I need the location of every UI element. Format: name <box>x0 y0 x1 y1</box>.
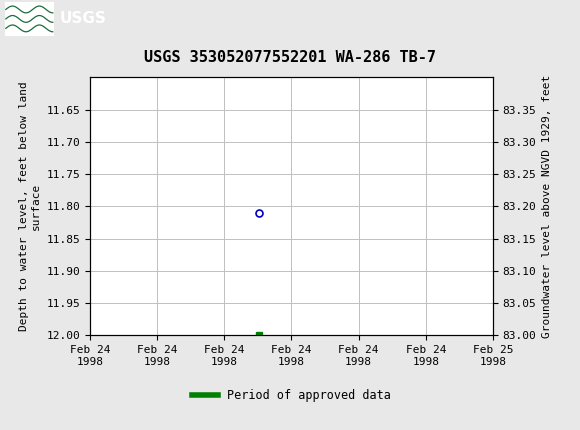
Text: USGS 353052077552201 WA-286 TB-7: USGS 353052077552201 WA-286 TB-7 <box>144 50 436 64</box>
Legend: Period of approved data: Period of approved data <box>187 384 396 407</box>
Y-axis label: Depth to water level, feet below land
surface: Depth to water level, feet below land su… <box>19 82 41 331</box>
Bar <box>5 2 54 36</box>
Text: USGS: USGS <box>60 12 107 26</box>
Y-axis label: Groundwater level above NGVD 1929, feet: Groundwater level above NGVD 1929, feet <box>542 75 552 338</box>
